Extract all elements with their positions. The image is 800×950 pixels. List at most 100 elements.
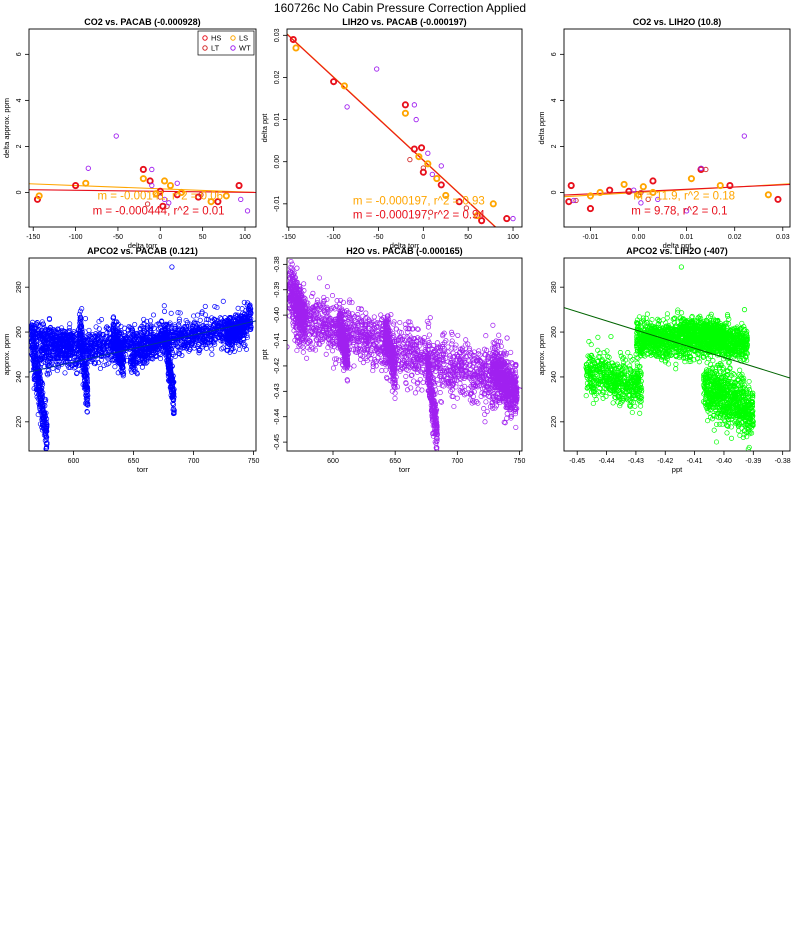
- fit-annotation: m = -0.000444, r^2 = 0.01: [93, 205, 225, 217]
- data-point-hs: [455, 198, 463, 206]
- y-tick-label: 6: [551, 52, 558, 56]
- data-point-lt: [463, 205, 470, 211]
- data-point-wt: [238, 196, 244, 203]
- legend-label: LS: [239, 34, 248, 43]
- legend-marker: [230, 45, 236, 51]
- data-point-cloud: [287, 258, 520, 451]
- y-tick-label: -0.43: [274, 383, 281, 399]
- data-point-ls: [639, 183, 647, 191]
- data-point-ls: [415, 153, 423, 161]
- x-tick-label: 0: [421, 234, 425, 241]
- data-point-cloud: [29, 298, 254, 451]
- plot-area: [564, 133, 790, 214]
- y-tick-label: 0.02: [274, 71, 281, 85]
- data-point-hs: [401, 101, 409, 109]
- regression-line: [29, 320, 256, 373]
- data-point-hs: [410, 145, 418, 153]
- x-tick-label: -0.39: [745, 458, 761, 465]
- data-point-hs: [649, 177, 657, 185]
- data-point-lt: [645, 196, 651, 203]
- data-point: [741, 307, 748, 313]
- data-point-wt: [429, 171, 435, 177]
- chart-panel-5: H2O vs. PACAB (-0.000165) torr ppt 600 650 70…: [260, 246, 525, 474]
- data-point-wt: [411, 102, 418, 108]
- y-tick-label: -0.44: [274, 409, 281, 425]
- y-tick-label: 4: [16, 98, 23, 102]
- x-tick-label: -0.41: [687, 458, 703, 465]
- data-point-wt: [166, 200, 172, 206]
- chart-panel-6: APCO2 vs. LIH2O (-407) ppt approx. ppm -0.4…: [537, 246, 791, 474]
- data-point-ls: [152, 190, 160, 198]
- x-tick-label: -100: [69, 234, 83, 241]
- y-tick-label: -0.41: [274, 332, 281, 348]
- x-tick-label: -0.01: [582, 234, 598, 241]
- fit-annotation: m = -0.00141, r^2 = 0.06: [97, 190, 223, 202]
- y-tick-label: 0: [16, 190, 23, 194]
- data-point-ls: [687, 175, 695, 183]
- x-tick-label: -0.40: [716, 458, 732, 465]
- data-point-wt: [570, 197, 577, 204]
- fit-annotation: m = -0.000197, r^2 = 0.94: [353, 210, 486, 222]
- chart-title: APCO2 vs. LIH2O (-407): [626, 246, 728, 256]
- data-point-ls: [292, 44, 300, 52]
- data-point-lt: [638, 189, 644, 196]
- data-point-lt: [427, 209, 434, 215]
- chart-panel-4: APCO2 vs. PACAB (0.121) torr approx. ppm 60…: [2, 246, 260, 474]
- data-point-hs: [72, 182, 80, 190]
- x-tick-label: -50: [373, 234, 383, 241]
- data-point-ls: [764, 191, 772, 199]
- x-tick-label: 50: [199, 234, 207, 241]
- data-point-ls: [207, 198, 215, 206]
- plot-frame: [28, 257, 257, 452]
- data-point: [82, 315, 89, 322]
- data-point-wt: [161, 196, 168, 203]
- data-point-wt: [344, 104, 350, 110]
- y-tick-label: 240: [16, 371, 23, 383]
- data-point-hs: [774, 195, 782, 203]
- data-point-ls: [649, 188, 657, 197]
- data-point-ls: [620, 180, 628, 188]
- fit-lines: [29, 183, 256, 194]
- x-tick-label: -0.42: [657, 458, 673, 465]
- y-tick-label: 260: [551, 326, 558, 338]
- data-point: [244, 300, 251, 306]
- x-tick-label: -150: [26, 234, 40, 241]
- plot-frame: [563, 257, 791, 452]
- x-axis-label: delta ppt: [663, 241, 693, 250]
- data-point-wt: [149, 166, 155, 173]
- fit-annotation: m = 9.78, r^2 = 0.1: [631, 205, 727, 217]
- x-tick-label: 600: [327, 458, 339, 465]
- data-point-wt: [113, 133, 119, 139]
- data-point-hs: [330, 78, 338, 86]
- data-point-wt: [438, 163, 444, 169]
- data-point-ls: [340, 82, 348, 90]
- y-tick-label: 4: [551, 98, 558, 102]
- y-axis-label: approx. ppm: [537, 334, 546, 376]
- x-axis-label: delta torr: [128, 241, 158, 250]
- plot-frame: [28, 28, 257, 228]
- legend-label: LT: [211, 44, 220, 53]
- x-tick-label: -150: [282, 234, 296, 241]
- y-tick-label: 240: [551, 371, 558, 383]
- data-point-lt: [198, 192, 204, 198]
- data-point-lt: [144, 201, 151, 207]
- data-point-hs: [478, 217, 486, 225]
- x-tick-label: 100: [507, 234, 519, 241]
- data-point-hs: [606, 186, 614, 194]
- data-point-wt: [174, 180, 180, 186]
- data-point-hs: [726, 182, 734, 190]
- data-point-wt: [631, 187, 637, 193]
- x-tick-label: 650: [389, 458, 401, 465]
- chart-panel-3: CO2 vs. LIH2O (10.8) delta ppt delta ppm -0…: [537, 17, 791, 250]
- data-point-hs: [437, 181, 445, 189]
- x-tick-label: 750: [514, 458, 526, 465]
- y-tick-label: -0.42: [274, 358, 281, 374]
- data-point-lt: [573, 197, 579, 204]
- chart-title: LIH2O vs. PACAB (-0.000197): [342, 17, 466, 27]
- data-point-ls: [160, 177, 169, 185]
- regression-line: [564, 307, 790, 379]
- data-point-hs: [417, 144, 426, 152]
- data-point-wt: [149, 182, 155, 189]
- fit-annotation: m = 11.9, r^2 = 0.18: [633, 190, 735, 202]
